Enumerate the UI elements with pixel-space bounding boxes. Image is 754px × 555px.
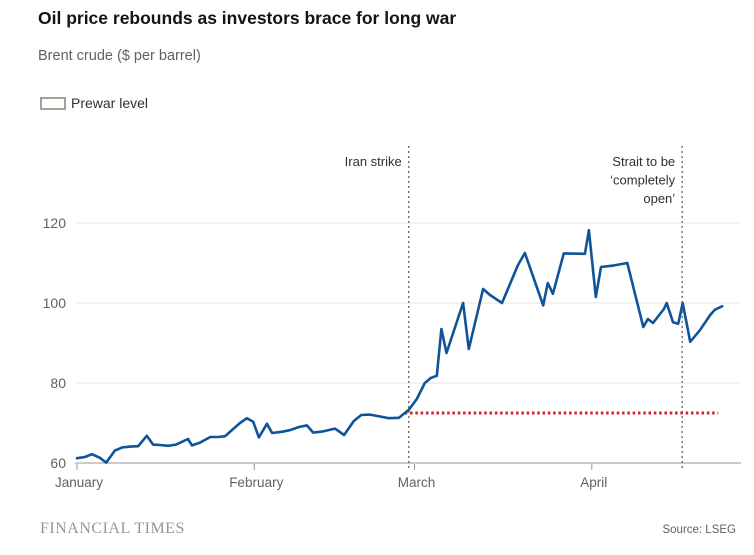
event-annotation: ‘completely <box>610 173 676 188</box>
x-tick-label: March <box>398 475 436 490</box>
y-tick-label: 120 <box>43 215 67 231</box>
x-tick-label: April <box>580 475 607 490</box>
price-line <box>75 228 724 464</box>
chart-subtitle: Brent crude ($ per barrel) <box>38 48 201 64</box>
chart-title: Oil price rebounds as investors brace fo… <box>38 8 457 28</box>
x-tick-label: January <box>55 475 103 490</box>
source-label: Source: LSEG <box>662 524 736 536</box>
legend-label: Prewar level <box>71 95 149 111</box>
event-annotation: open’ <box>643 191 675 206</box>
y-tick-label: 80 <box>50 375 66 391</box>
legend: Prewar level <box>40 95 148 111</box>
prewar-level-swatch-icon <box>40 96 66 110</box>
y-tick-label: 60 <box>50 455 66 471</box>
financial-times-logo: FINANCIAL TIMES <box>40 520 185 537</box>
y-tick-label: 100 <box>43 295 67 311</box>
event-annotation: Strait to be <box>612 154 675 169</box>
x-tick-label: February <box>229 475 283 490</box>
event-annotation: Iran strike <box>345 154 402 169</box>
